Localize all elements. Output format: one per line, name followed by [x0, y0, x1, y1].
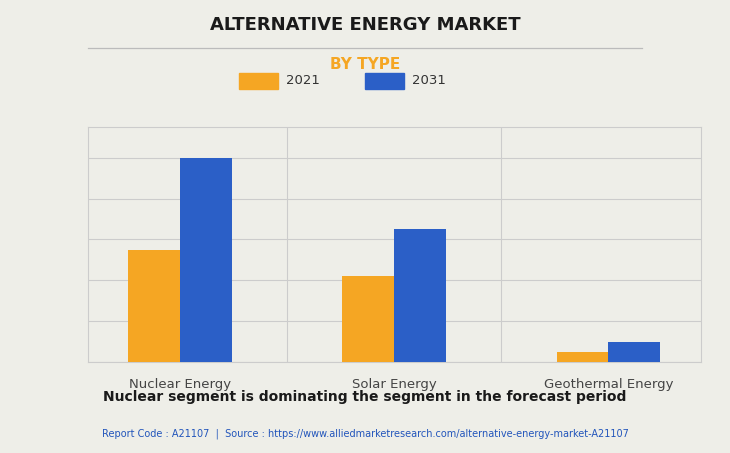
Bar: [557, 352, 608, 362]
Text: Nuclear segment is dominating the segment in the forecast period: Nuclear segment is dominating the segmen…: [104, 390, 626, 404]
Bar: [239, 73, 278, 89]
Text: ALTERNATIVE ENERGY MARKET: ALTERNATIVE ENERGY MARKET: [210, 16, 520, 34]
Bar: [365, 73, 404, 89]
Text: 2021: 2021: [286, 74, 320, 87]
Text: BY TYPE: BY TYPE: [330, 57, 400, 72]
Bar: [394, 229, 446, 362]
Bar: [342, 276, 394, 362]
Bar: [180, 158, 231, 362]
Bar: [608, 342, 660, 362]
Text: 2031: 2031: [412, 74, 446, 87]
Text: Report Code : A21107  |  Source : https://www.alliedmarketresearch.com/alternati: Report Code : A21107 | Source : https://…: [101, 428, 629, 439]
Bar: [128, 250, 180, 362]
